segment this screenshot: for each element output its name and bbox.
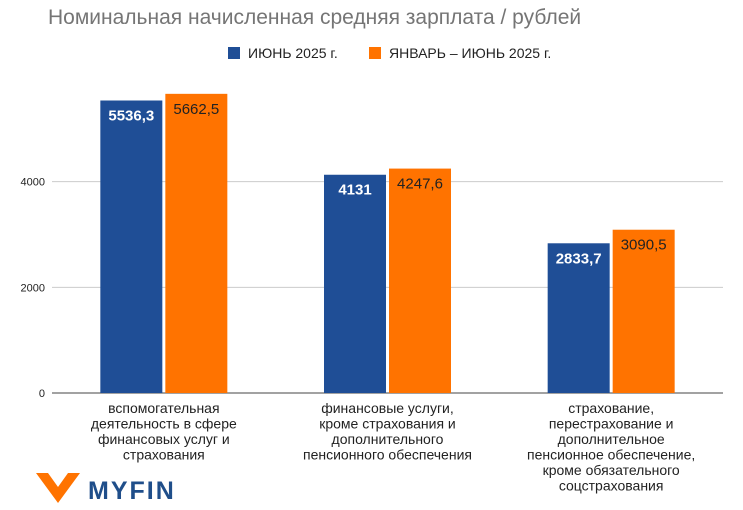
data-label-june-1: 5536,3 [108,107,154,124]
legend-swatch-june [228,47,240,59]
bar-june-1 [100,100,163,394]
category-label-line: деятельность в сфере [91,416,237,432]
y-tick-label-4000: 4000 [21,177,45,189]
category-label-line: пенсионное обеспечение, [527,447,695,463]
category-label-line: дополнительного [332,431,444,447]
y-tick-label-0: 0 [39,388,45,400]
bar-june-2 [324,174,386,393]
category-label-line: кроме обязательного [543,462,680,478]
category-label-line: финансовых услуг и [98,431,230,447]
category-label-line: страхование, [568,400,654,416]
legend-swatch-jan-june [369,47,381,59]
logo-text: MYFIN [88,477,176,505]
data-label-june-3: 2833,7 [556,250,602,267]
category-label-line: страхования [123,447,205,463]
category-label-line: кроме страхования и [319,416,456,432]
category-label-line: пенсионного обеспечения [303,447,472,463]
legend-label-june: ИЮНЬ 2025 г. [248,45,338,61]
y-tick-label-2000: 2000 [21,282,45,294]
category-label-1: вспомогательная деятельность в сфере финан… [91,400,237,463]
myfin-logo: MYFIN [36,473,176,505]
bar-jan-june-2 [389,168,451,393]
category-label-2: финансовые услуги, кроме страхования и доп… [303,400,472,463]
bar-jan-june-3 [612,229,675,393]
chart-title: Номинальная начисленная средняя зарплата… [48,6,581,29]
logo-mark-cutout [48,473,68,487]
category-label-3: страхование, перестрахование и дополнитель… [527,400,695,494]
plot-area: 0 2000 4000 5536,3 5662,5 вспомогательная деят… [21,93,723,494]
category-label-line: финансовые услуги, [321,400,454,416]
category-label-line: перестрахование и [549,416,674,432]
data-label-june-2: 4131 [338,182,371,199]
category-label-line: вспомогательная [108,400,219,416]
data-label-jan-june-3: 3090,5 [621,237,667,254]
bar-jan-june-1 [165,93,228,394]
category-label-line: соцстрахования [559,478,664,494]
data-label-jan-june-1: 5662,5 [173,101,219,118]
legend-label-jan-june: ЯНВАРЬ – ИЮНЬ 2025 г. [389,45,551,61]
bar-june-3 [547,243,610,393]
legend: ИЮНЬ 2025 г. ЯНВАРЬ – ИЮНЬ 2025 г. [228,45,551,61]
data-label-jan-june-2: 4247,6 [397,176,443,193]
logo-mark-icon [36,473,80,503]
category-label-line: дополнительное [558,431,665,447]
